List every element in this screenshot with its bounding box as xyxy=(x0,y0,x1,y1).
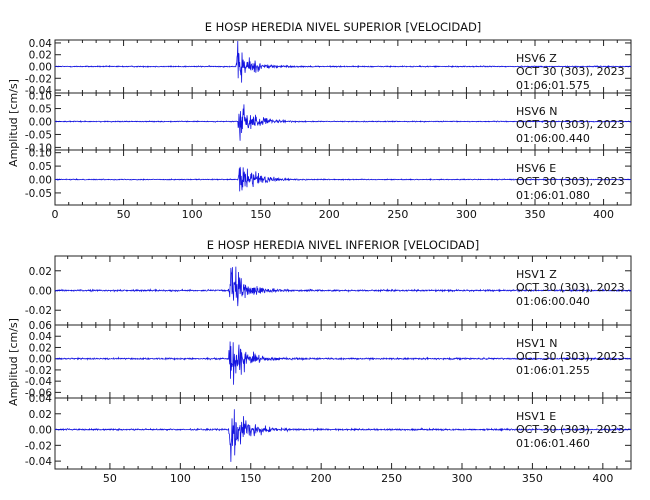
x-tick-label: 300 xyxy=(452,472,473,485)
y-axis-label: Amplitud [cm/s] xyxy=(7,318,20,406)
date-label: OCT 30 (303), 2023 xyxy=(516,423,625,436)
x-tick-label: 0 xyxy=(52,208,59,221)
x-tick-label: 300 xyxy=(456,208,477,221)
y-tick-label: 0.04 xyxy=(29,38,53,50)
x-tick-label: 350 xyxy=(525,208,546,221)
y-tick-label: 0.06 xyxy=(29,320,53,332)
date-label: OCT 30 (303), 2023 xyxy=(516,281,625,294)
y-tick-label: 0.02 xyxy=(29,266,52,278)
x-tick-label: 50 xyxy=(117,208,131,221)
time-label: 01:06:01.575 xyxy=(516,79,590,92)
chart-title: E HOSP HEREDIA NIVEL SUPERIOR [VELOCIDAD… xyxy=(205,20,482,34)
waveform-trace xyxy=(54,40,632,83)
y-tick-label: -0.02 xyxy=(25,440,52,452)
station-label: HSV6 N xyxy=(516,105,558,118)
y-tick-label: 0.00 xyxy=(29,354,52,366)
time-label: 01:06:00.040 xyxy=(516,295,590,308)
y-tick-label: -0.05 xyxy=(25,129,52,141)
station-label: HSV1 N xyxy=(516,337,558,350)
x-tick-label: 250 xyxy=(381,472,402,485)
time-label: 01:06:01.080 xyxy=(516,189,590,202)
waveform-trace xyxy=(54,341,632,385)
x-tick-label: 150 xyxy=(240,472,261,485)
y-tick-label: -0.02 xyxy=(25,305,52,317)
waveform-trace xyxy=(54,266,632,307)
y-tick-label: 0.00 xyxy=(29,286,52,298)
y-tick-label: -0.04 xyxy=(25,85,52,97)
chart-group: E HOSP HEREDIA NIVEL INFERIOR [VELOCIDAD… xyxy=(7,238,632,485)
y-tick-label: 0.05 xyxy=(29,104,52,116)
y-tick-label: 0.02 xyxy=(29,409,52,421)
y-tick-label: -0.04 xyxy=(25,376,52,388)
chart-title: E HOSP HEREDIA NIVEL INFERIOR [VELOCIDAD… xyxy=(207,238,480,252)
x-tick-label: 200 xyxy=(311,472,332,485)
date-label: OCT 30 (303), 2023 xyxy=(516,350,625,363)
time-label: 01:06:01.255 xyxy=(516,364,590,377)
y-tick-label: 0.00 xyxy=(29,62,52,74)
time-label: 01:06:00.440 xyxy=(516,132,590,145)
date-label: OCT 30 (303), 2023 xyxy=(516,118,625,131)
y-tick-label: -0.02 xyxy=(25,73,52,85)
y-tick-label: 0.04 xyxy=(29,393,53,405)
trace-panel: -0.06-0.04-0.020.000.020.040.06 HSV1 NOCT… xyxy=(25,320,632,399)
y-tick-label: -0.06 xyxy=(25,387,52,399)
panel-frame xyxy=(54,397,632,470)
y-tick-label: -0.04 xyxy=(25,456,52,468)
y-tick-label: 0.04 xyxy=(29,331,53,343)
x-tick-label: 400 xyxy=(593,208,614,221)
station-label: HSV1 E xyxy=(516,410,556,423)
x-tick-label: 200 xyxy=(319,208,340,221)
x-tick-label: 350 xyxy=(522,472,543,485)
x-tick-label: 100 xyxy=(170,472,191,485)
date-label: OCT 30 (303), 2023 xyxy=(516,175,625,188)
waveform-trace xyxy=(54,166,632,192)
date-label: OCT 30 (303), 2023 xyxy=(516,65,625,78)
chart-group: E HOSP HEREDIA NIVEL SUPERIOR [VELOCIDAD… xyxy=(7,20,632,221)
y-tick-label: 0.10 xyxy=(29,148,52,160)
y-tick-label: -0.02 xyxy=(25,365,52,377)
y-axis-label: Amplitud [cm/s] xyxy=(7,79,20,167)
y-tick-label: 0.10 xyxy=(29,91,52,103)
station-label: HSV1 Z xyxy=(516,268,557,281)
y-tick-label: 0.00 xyxy=(29,425,52,437)
x-tick-label: 100 xyxy=(182,208,203,221)
y-tick-label: 0.05 xyxy=(29,161,52,173)
waveform-trace xyxy=(54,409,632,462)
y-tick-label: -0.10 xyxy=(25,142,52,154)
y-tick-label: 0.02 xyxy=(29,50,52,62)
x-tick-label: 150 xyxy=(250,208,271,221)
station-label: HSV6 Z xyxy=(516,52,557,65)
x-tick-label: 400 xyxy=(592,472,613,485)
y-tick-label: 0.00 xyxy=(29,117,52,129)
time-label: 01:06:01.460 xyxy=(516,437,590,450)
y-tick-label: 0.00 xyxy=(29,175,52,187)
y-tick-label: -0.05 xyxy=(25,188,52,200)
y-tick-label: 0.02 xyxy=(29,342,52,354)
x-tick-label: 50 xyxy=(103,472,117,485)
station-label: HSV6 E xyxy=(516,162,556,175)
waveform-trace xyxy=(54,104,632,141)
x-tick-label: 250 xyxy=(387,208,408,221)
